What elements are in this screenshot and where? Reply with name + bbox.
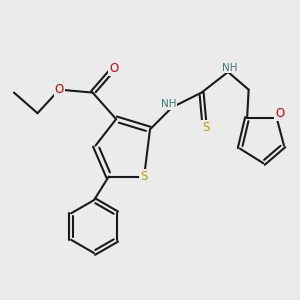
Text: S: S [140, 170, 148, 183]
Text: O: O [55, 83, 64, 96]
Text: NH: NH [222, 63, 237, 73]
Text: O: O [109, 62, 119, 75]
Text: O: O [275, 107, 284, 120]
Text: S: S [202, 122, 210, 134]
Text: NH: NH [161, 99, 176, 109]
